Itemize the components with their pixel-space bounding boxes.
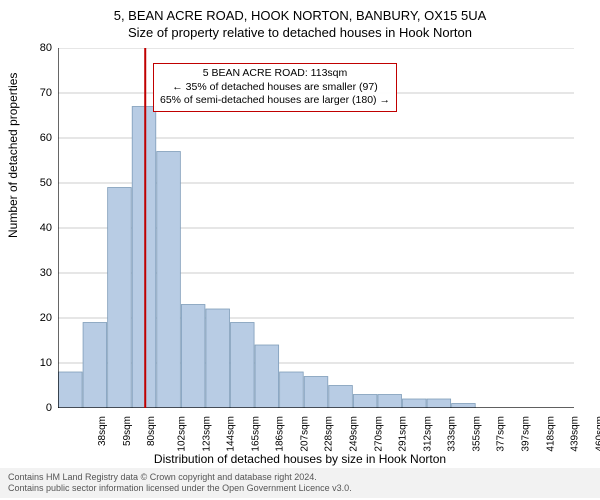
footer-line2: Contains public sector information licen… <box>8 483 592 494</box>
chart-container: 5 BEAN ACRE ROAD: 113sqm ← 35% of detach… <box>58 48 578 428</box>
y-axis-label: Number of detached properties <box>6 73 20 238</box>
x-tick-label: 312sqm <box>422 416 433 452</box>
chart-title-block: 5, BEAN ACRE ROAD, HOOK NORTON, BANBURY,… <box>0 0 600 40</box>
x-tick-label: 165sqm <box>250 416 261 452</box>
x-tick-label: 439sqm <box>570 416 581 452</box>
y-tick-label: 50 <box>22 177 52 189</box>
x-tick-label: 80sqm <box>146 416 157 446</box>
y-tick-label: 30 <box>22 267 52 279</box>
y-tick-label: 80 <box>22 42 52 54</box>
x-tick-label: 377sqm <box>496 416 507 452</box>
x-tick-label: 355sqm <box>471 416 482 452</box>
title-line2: Size of property relative to detached ho… <box>0 25 600 40</box>
x-tick-label: 249sqm <box>349 416 360 452</box>
x-tick-label: 38sqm <box>97 416 108 446</box>
x-tick-label: 397sqm <box>521 416 532 452</box>
annotation-line3: 65% of semi-detached houses are larger (… <box>160 94 390 108</box>
annotation-line1: 5 BEAN ACRE ROAD: 113sqm <box>160 67 390 81</box>
x-tick-label: 186sqm <box>275 416 286 452</box>
x-tick-label: 228sqm <box>324 416 335 452</box>
x-tick-label: 291sqm <box>398 416 409 452</box>
y-tick-label: 70 <box>22 87 52 99</box>
footer-line1: Contains HM Land Registry data © Crown c… <box>8 472 592 483</box>
y-tick-label: 10 <box>22 357 52 369</box>
annotation-box: 5 BEAN ACRE ROAD: 113sqm ← 35% of detach… <box>153 63 397 112</box>
annotation-line2: ← 35% of detached houses are smaller (97… <box>160 81 390 95</box>
title-line1: 5, BEAN ACRE ROAD, HOOK NORTON, BANBURY,… <box>0 8 600 23</box>
footer-attribution: Contains HM Land Registry data © Crown c… <box>0 468 600 499</box>
x-tick-label: 102sqm <box>177 416 188 452</box>
x-tick-label: 123sqm <box>201 416 212 452</box>
x-tick-label: 59sqm <box>122 416 133 446</box>
y-tick-label: 60 <box>22 132 52 144</box>
x-tick-label: 144sqm <box>226 416 237 452</box>
x-axis-label: Distribution of detached houses by size … <box>0 452 600 466</box>
y-tick-label: 0 <box>22 402 52 414</box>
x-tick-label: 460sqm <box>594 416 600 452</box>
x-tick-label: 270sqm <box>373 416 384 452</box>
x-tick-label: 207sqm <box>299 416 310 452</box>
x-tick-label: 418sqm <box>545 416 556 452</box>
y-tick-label: 20 <box>22 312 52 324</box>
x-tick-label: 333sqm <box>447 416 458 452</box>
y-tick-label: 40 <box>22 222 52 234</box>
